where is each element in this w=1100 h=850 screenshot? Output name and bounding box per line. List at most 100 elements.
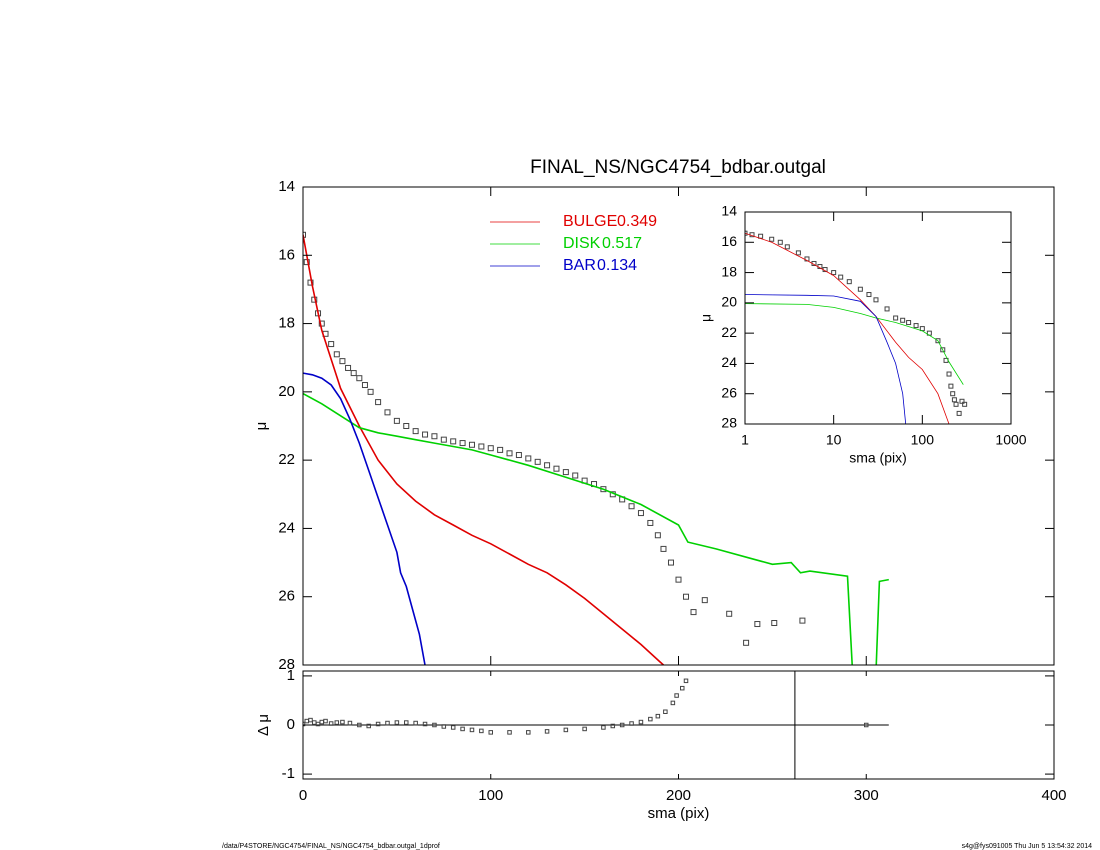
data-point xyxy=(846,279,852,285)
data-point xyxy=(648,716,653,722)
data-point xyxy=(629,721,634,726)
y-tick-label: 26 xyxy=(721,384,737,400)
data-point xyxy=(674,693,679,698)
data-point xyxy=(562,469,569,476)
y-tick-label: 18 xyxy=(721,263,737,279)
y-axis-label: Δ μ xyxy=(255,714,272,736)
data-point xyxy=(357,722,362,728)
data-point xyxy=(795,250,801,256)
data-point xyxy=(487,445,494,452)
data-point xyxy=(312,720,317,725)
series-line xyxy=(303,392,889,665)
data-point xyxy=(534,458,541,465)
data-point xyxy=(956,410,962,416)
data-point xyxy=(701,597,708,604)
data-point xyxy=(375,399,382,406)
data-point xyxy=(385,720,390,726)
legend-fraction: 0.517 xyxy=(602,235,642,252)
data-point xyxy=(683,593,690,600)
y-tick-label: 18 xyxy=(278,315,295,332)
data-point xyxy=(394,720,400,725)
data-point xyxy=(900,317,906,323)
footer-right: s4g@fys091005 Thu Jun 5 13:54:32 2014 xyxy=(962,843,1092,850)
data-point xyxy=(361,382,368,389)
axes-frame xyxy=(302,186,1055,666)
data-point xyxy=(745,230,748,236)
y-tick-label: 1 xyxy=(287,667,295,684)
data-point xyxy=(479,728,484,734)
y-tick-label: -1 xyxy=(282,765,295,782)
data-point xyxy=(638,719,644,725)
series-line xyxy=(303,372,426,665)
x-tick-label: 300 xyxy=(854,787,879,804)
data-point xyxy=(675,576,682,583)
data-point xyxy=(940,347,946,353)
y-tick-label: 0 xyxy=(287,716,295,733)
data-point xyxy=(366,723,371,729)
data-point xyxy=(572,472,579,479)
data-point xyxy=(769,236,775,242)
axes-frame xyxy=(744,211,1012,425)
data-point xyxy=(506,450,513,457)
data-point xyxy=(690,609,697,616)
series-line xyxy=(745,232,950,424)
series-line xyxy=(745,303,964,385)
x-axis-label: sma (pix) xyxy=(648,805,710,822)
data-point xyxy=(303,721,306,727)
data-point xyxy=(553,465,560,472)
data-point xyxy=(525,455,532,462)
series-line xyxy=(745,294,907,424)
legend-name: BAR xyxy=(563,257,596,274)
legend-name: DISK xyxy=(563,235,601,252)
data-point xyxy=(393,417,400,424)
data-point xyxy=(468,441,475,448)
data-point xyxy=(873,297,879,303)
data-point xyxy=(799,617,806,624)
data-point xyxy=(403,423,410,429)
plot-area xyxy=(303,231,889,665)
data-point xyxy=(667,559,674,566)
data-point xyxy=(412,428,419,435)
data-point xyxy=(670,700,676,706)
data-point xyxy=(526,730,531,735)
data-point xyxy=(323,718,328,724)
data-point xyxy=(866,292,872,298)
data-point xyxy=(345,364,352,371)
x-tick-label: 0 xyxy=(299,787,307,804)
y-tick-label: 28 xyxy=(278,656,295,673)
y-tick-label: 28 xyxy=(721,415,737,431)
data-point xyxy=(319,719,325,725)
data-point xyxy=(948,383,954,389)
data-point xyxy=(339,358,346,365)
data-point xyxy=(582,726,587,732)
data-point xyxy=(347,720,353,726)
y-tick-label: 14 xyxy=(278,178,295,195)
x-tick-label: 10 xyxy=(826,432,842,448)
y-axis-label: μ xyxy=(253,422,270,431)
data-point xyxy=(683,678,689,684)
data-point xyxy=(647,519,654,526)
data-point xyxy=(375,721,381,727)
data-point xyxy=(469,727,475,733)
data-point xyxy=(367,388,374,395)
data-point xyxy=(743,639,750,646)
data-point xyxy=(884,306,890,312)
data-point xyxy=(478,443,485,450)
data-point xyxy=(726,610,733,617)
data-point xyxy=(450,725,456,730)
data-point xyxy=(619,722,625,728)
data-point xyxy=(544,462,551,469)
data-point xyxy=(935,338,941,344)
legend-fraction: 0.134 xyxy=(597,257,637,274)
data-point xyxy=(422,431,429,438)
legend-name: BULGE xyxy=(563,213,617,230)
data-point xyxy=(422,721,428,727)
data-point xyxy=(334,720,340,725)
data-point xyxy=(754,621,761,628)
y-tick-label: 22 xyxy=(721,324,737,340)
y-tick-label: 22 xyxy=(278,451,295,468)
y-tick-label: 20 xyxy=(278,383,295,400)
data-point xyxy=(610,723,616,729)
data-point xyxy=(771,620,778,627)
